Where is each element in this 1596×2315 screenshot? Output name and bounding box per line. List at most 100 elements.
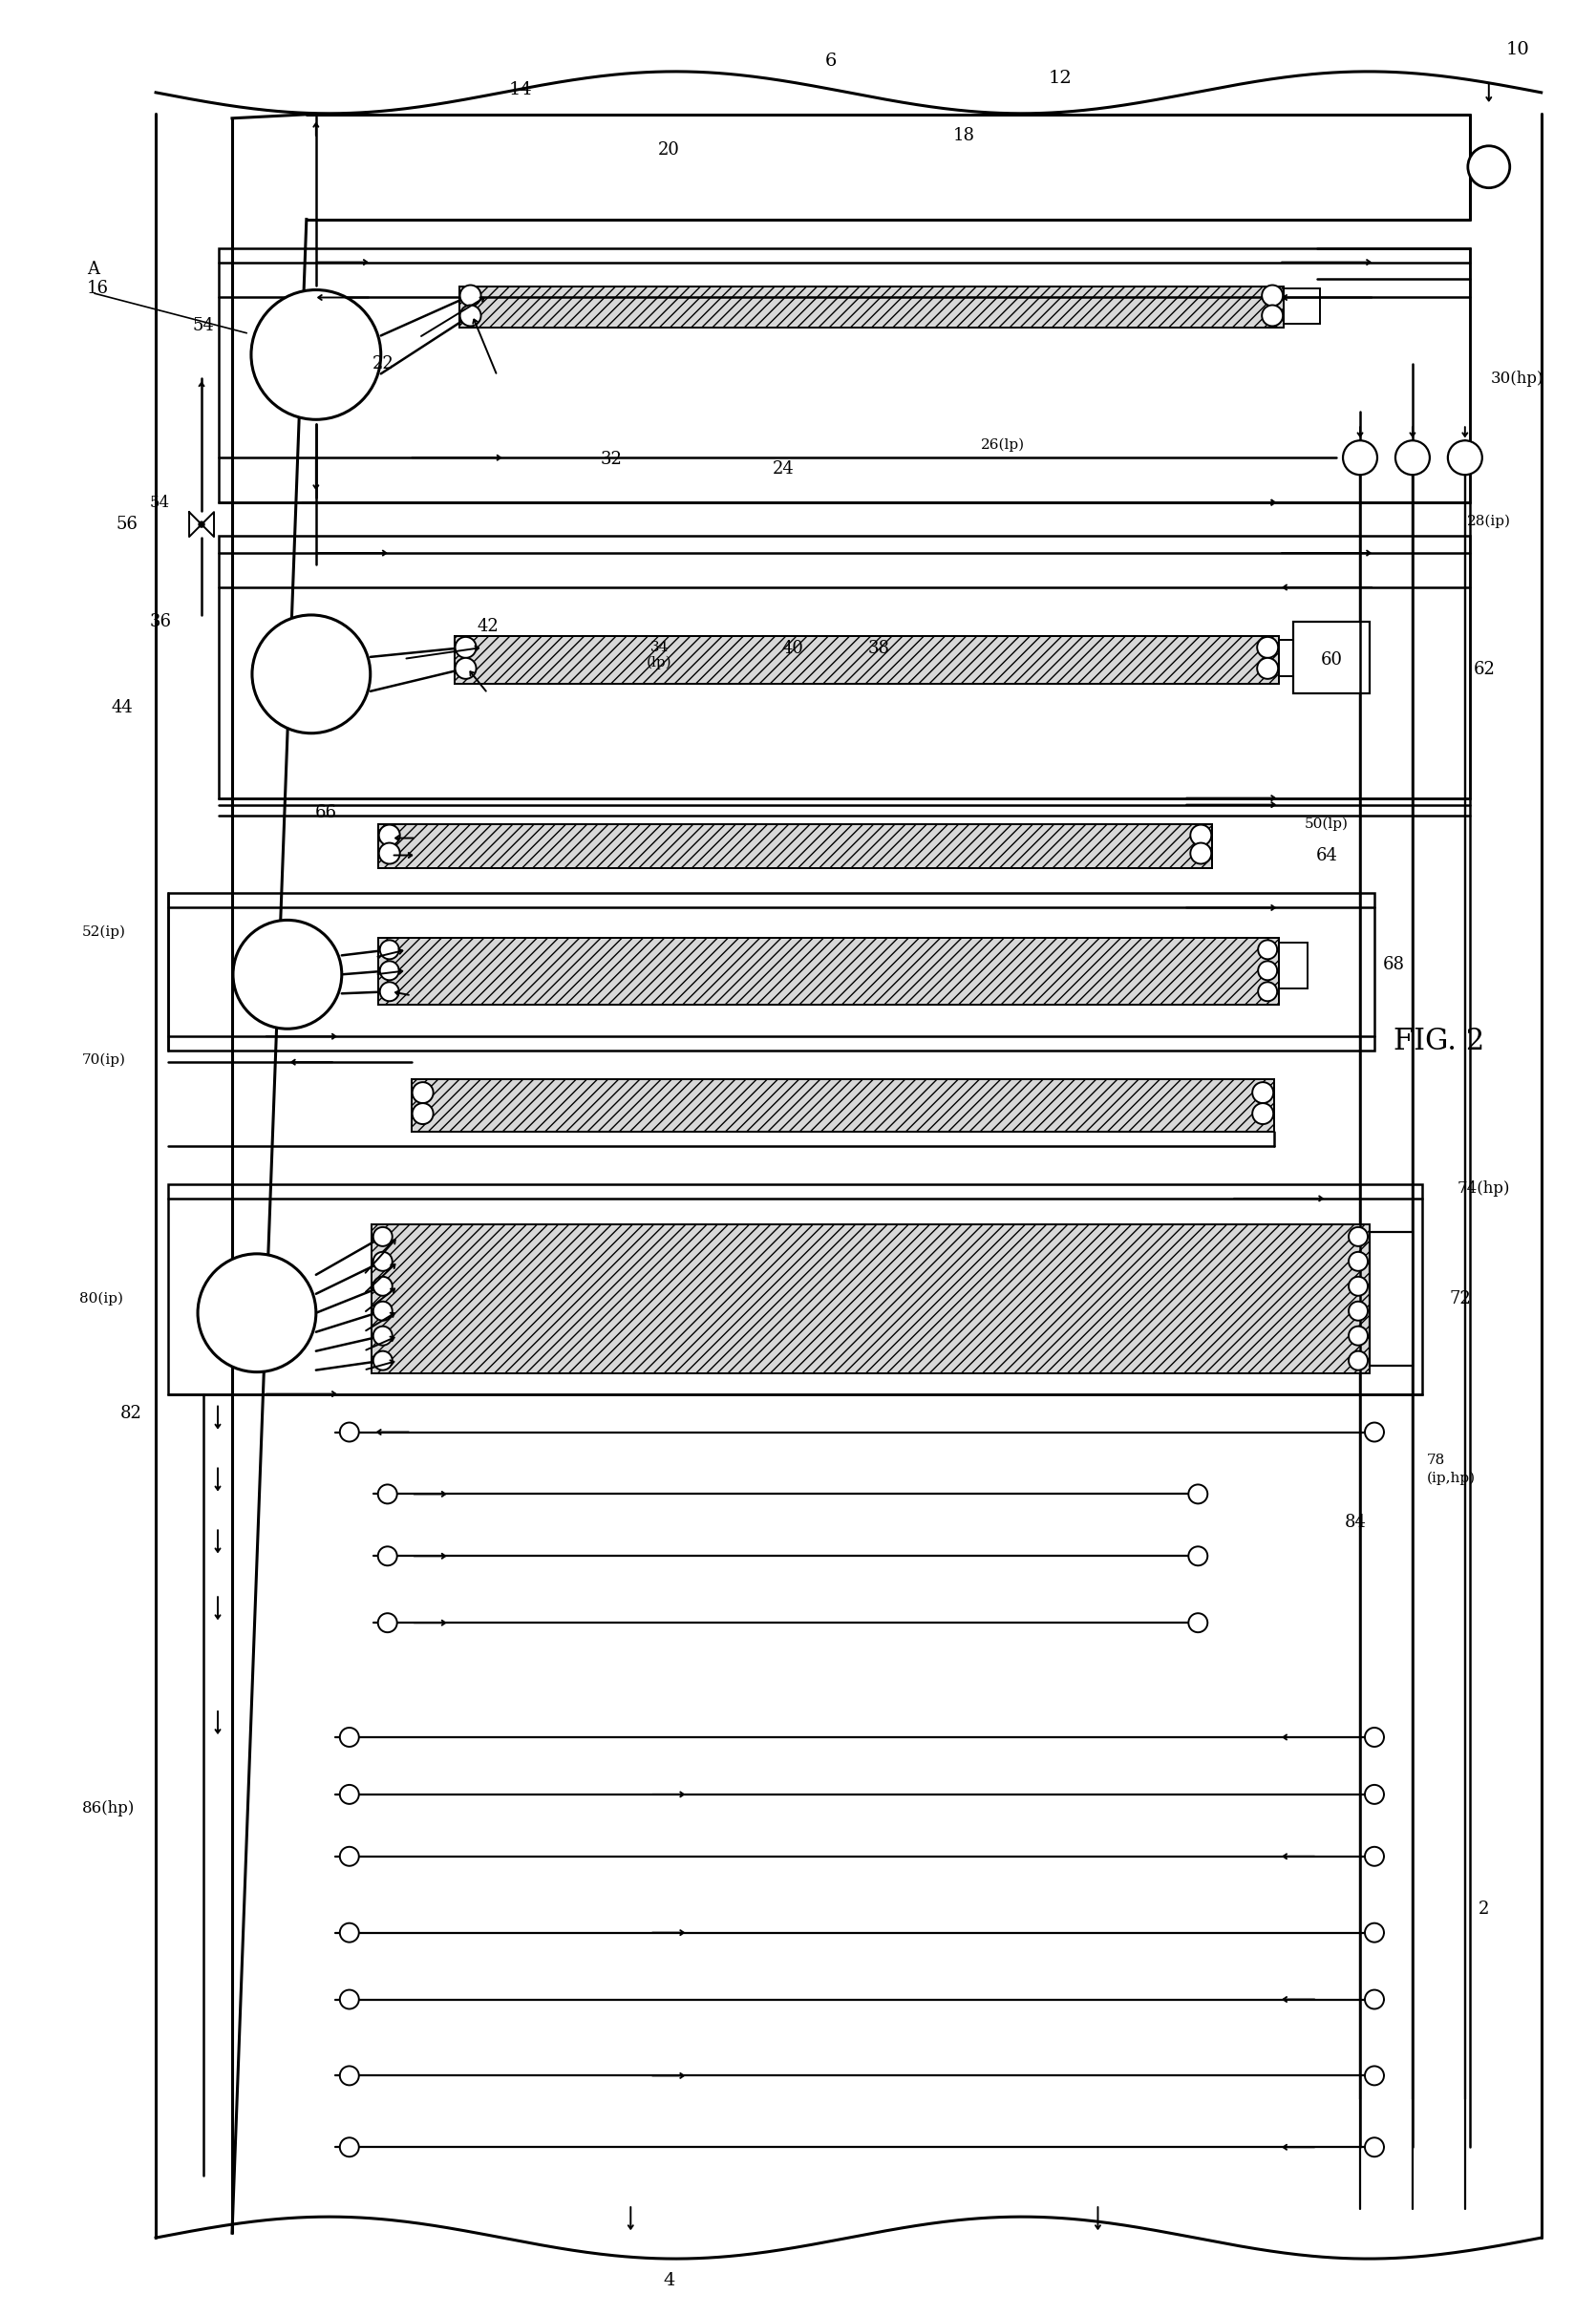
Circle shape bbox=[340, 2137, 359, 2158]
Circle shape bbox=[380, 940, 399, 958]
Circle shape bbox=[373, 1276, 393, 1296]
Circle shape bbox=[380, 961, 399, 979]
Circle shape bbox=[412, 1104, 433, 1125]
Text: 20: 20 bbox=[658, 141, 680, 157]
Circle shape bbox=[373, 1326, 393, 1345]
Circle shape bbox=[1365, 2137, 1384, 2158]
Circle shape bbox=[1258, 961, 1277, 979]
Bar bbox=[412, 1079, 1274, 1132]
Text: 70(ip): 70(ip) bbox=[83, 1053, 126, 1067]
Circle shape bbox=[1349, 1252, 1368, 1271]
Circle shape bbox=[1342, 440, 1377, 475]
Circle shape bbox=[378, 843, 401, 863]
Text: 34
(lp): 34 (lp) bbox=[646, 641, 672, 669]
Bar bbox=[372, 1225, 1369, 1373]
Circle shape bbox=[198, 1255, 316, 1373]
Text: 40: 40 bbox=[782, 639, 804, 657]
Circle shape bbox=[1365, 1991, 1384, 2009]
Text: 50(lp): 50(lp) bbox=[1306, 817, 1349, 831]
Circle shape bbox=[1253, 1081, 1274, 1104]
Circle shape bbox=[460, 285, 480, 306]
Circle shape bbox=[1395, 440, 1430, 475]
Text: A: A bbox=[88, 259, 99, 278]
Bar bbox=[168, 894, 1374, 1051]
Text: 12: 12 bbox=[1049, 69, 1071, 86]
Text: 62: 62 bbox=[1473, 660, 1495, 678]
Text: 16: 16 bbox=[88, 280, 109, 296]
Text: 78: 78 bbox=[1427, 1454, 1446, 1468]
Circle shape bbox=[1448, 440, 1483, 475]
Circle shape bbox=[252, 616, 370, 734]
Text: 4: 4 bbox=[662, 2271, 675, 2290]
Circle shape bbox=[1262, 306, 1283, 326]
Circle shape bbox=[340, 1924, 359, 1942]
Text: 24: 24 bbox=[772, 461, 795, 477]
Text: 38: 38 bbox=[868, 639, 889, 657]
Bar bbox=[412, 1079, 1274, 1132]
Bar bbox=[219, 248, 1470, 502]
Text: 36: 36 bbox=[148, 613, 171, 630]
Circle shape bbox=[1189, 1614, 1208, 1632]
Circle shape bbox=[251, 289, 381, 419]
Bar bbox=[168, 1185, 1422, 1394]
Text: 72: 72 bbox=[1449, 1289, 1472, 1308]
Text: 54: 54 bbox=[192, 317, 214, 336]
Circle shape bbox=[1365, 2065, 1384, 2086]
Circle shape bbox=[455, 657, 476, 678]
Circle shape bbox=[1349, 1352, 1368, 1370]
Text: (ip,hp): (ip,hp) bbox=[1427, 1470, 1476, 1484]
Bar bbox=[1283, 287, 1320, 324]
Circle shape bbox=[340, 1421, 359, 1442]
Bar bbox=[455, 637, 1278, 683]
Text: 10: 10 bbox=[1505, 42, 1529, 58]
Text: 42: 42 bbox=[477, 618, 498, 634]
Text: 86(hp): 86(hp) bbox=[83, 1801, 136, 1817]
Text: 14: 14 bbox=[509, 81, 533, 97]
Circle shape bbox=[1258, 940, 1277, 958]
Bar bbox=[372, 1225, 1369, 1373]
Circle shape bbox=[378, 824, 401, 845]
Text: 22: 22 bbox=[372, 357, 394, 373]
Circle shape bbox=[233, 919, 342, 1028]
Bar bbox=[1278, 942, 1307, 989]
Text: 26(lp): 26(lp) bbox=[980, 438, 1025, 451]
Text: 80(ip): 80(ip) bbox=[80, 1292, 123, 1306]
Bar bbox=[1293, 623, 1369, 692]
Text: 52(ip): 52(ip) bbox=[83, 924, 126, 938]
Circle shape bbox=[200, 521, 204, 528]
Circle shape bbox=[1365, 1847, 1384, 1866]
Circle shape bbox=[1365, 1924, 1384, 1942]
Bar bbox=[1278, 639, 1315, 676]
Text: 54: 54 bbox=[148, 495, 169, 512]
Text: 60: 60 bbox=[1320, 651, 1342, 669]
Text: 18: 18 bbox=[953, 127, 975, 144]
Bar bbox=[219, 535, 1470, 799]
Bar bbox=[378, 938, 1278, 1005]
Circle shape bbox=[373, 1352, 393, 1370]
Text: 74(hp): 74(hp) bbox=[1457, 1181, 1510, 1197]
Circle shape bbox=[1365, 1785, 1384, 1803]
Circle shape bbox=[1258, 657, 1278, 678]
Circle shape bbox=[373, 1227, 393, 1245]
Circle shape bbox=[380, 982, 399, 1000]
Circle shape bbox=[1191, 843, 1211, 863]
Text: 64: 64 bbox=[1315, 847, 1337, 863]
Circle shape bbox=[460, 306, 480, 326]
Circle shape bbox=[1258, 982, 1277, 1000]
Text: 32: 32 bbox=[600, 451, 622, 468]
Circle shape bbox=[412, 1081, 433, 1104]
Circle shape bbox=[1468, 146, 1510, 188]
Circle shape bbox=[1262, 285, 1283, 306]
Bar bbox=[378, 938, 1278, 1005]
Circle shape bbox=[455, 637, 476, 657]
Text: 66: 66 bbox=[314, 803, 337, 822]
Text: 28(ip): 28(ip) bbox=[1467, 514, 1511, 528]
Circle shape bbox=[340, 2065, 359, 2086]
Circle shape bbox=[1191, 824, 1211, 845]
Circle shape bbox=[1253, 1104, 1274, 1125]
Text: 82: 82 bbox=[121, 1405, 142, 1421]
Text: 6: 6 bbox=[825, 53, 836, 69]
Circle shape bbox=[340, 1847, 359, 1866]
Bar bbox=[1369, 1232, 1412, 1366]
Circle shape bbox=[340, 1991, 359, 2009]
